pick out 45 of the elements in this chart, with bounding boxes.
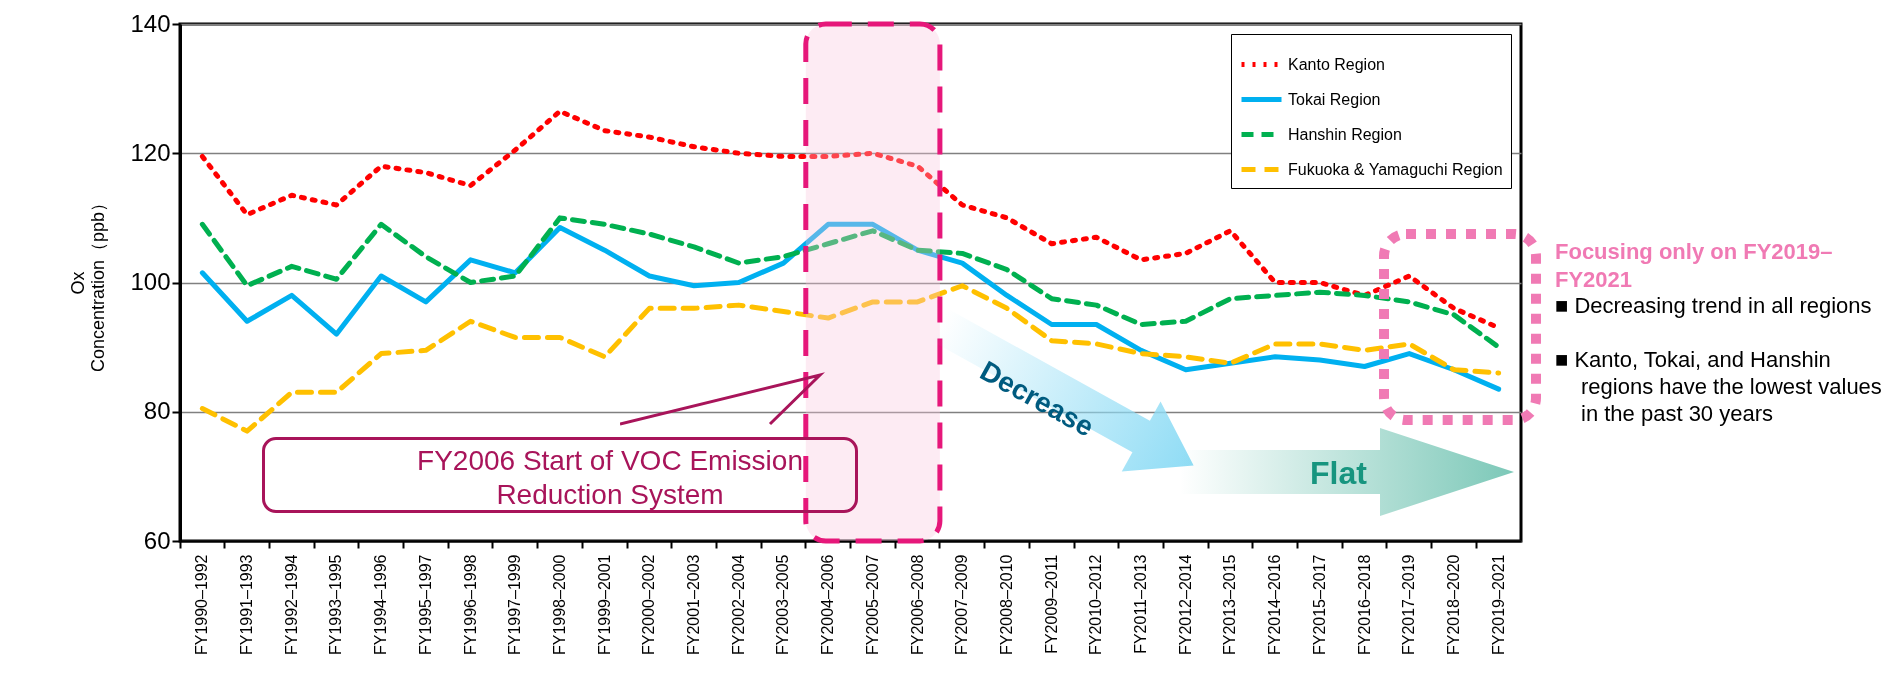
y-tick-label: 120 (130, 138, 171, 166)
x-tick-label: FY2013–2015 (1221, 554, 1239, 656)
x-tick-label: FY2001–2003 (685, 554, 703, 656)
x-tick-label: FY2012–2014 (1176, 554, 1194, 656)
text: ■ Decreasing trend in all regions (1555, 292, 1873, 319)
x-tick-label: FY1992–1994 (282, 554, 300, 656)
x-tick-label: FY2016–2018 (1355, 554, 1373, 656)
x-tick-label: FY2019–2021 (1489, 554, 1507, 656)
x-tick-label: FY1997–1999 (506, 554, 524, 656)
y-tick-label: 80 (143, 397, 171, 425)
x-tick-label: FY2007–2009 (953, 554, 971, 656)
y-tick-label: 140 (130, 9, 171, 37)
x-tick-label: FY2018–2020 (1444, 554, 1462, 656)
x-tick-label: FY2003–2005 (774, 554, 792, 656)
text: Focusing only on FY2019–FY2021 (1555, 238, 1834, 294)
annotation: Flat (1310, 455, 1367, 492)
x-tick-label: FY1996–1998 (461, 554, 479, 656)
x-tick-label: FY2005–2007 (863, 554, 881, 656)
annotation: FY2006 Start of VOC Emission Reduction System (262, 437, 858, 513)
x-tick-label: FY2009–2011 (1042, 554, 1060, 654)
x-tick-label: FY1999–2001 (595, 554, 613, 656)
y-tick-label: 60 (143, 526, 171, 554)
x-tick-label: FY2004–2006 (819, 554, 837, 656)
x-tick-label: FY2017–2019 (1400, 554, 1418, 656)
legend-label: Fukuoka & Yamaguchi Region (1288, 160, 1503, 178)
text: ■ Kanto, Tokai, and Hanshin regions have the lowest values in the past 30 years (1555, 346, 1883, 427)
legend-label: Tokai Region (1288, 90, 1381, 108)
x-tick-label: FY2008–2010 (997, 554, 1015, 656)
legend-label: Kanto Region (1288, 55, 1385, 73)
x-tick-label: FY2002–2004 (729, 554, 747, 656)
x-tick-label: FY1991–1993 (238, 554, 256, 656)
x-tick-label: FY1994–1996 (372, 554, 390, 656)
x-tick-label: FY2006–2008 (908, 554, 926, 656)
legend-label: Hanshin Region (1288, 125, 1402, 143)
x-tick-label: FY2011–2013 (1132, 554, 1150, 654)
y-tick-label: 100 (130, 268, 171, 295)
y-axis-title: Ox Concentration（ppb） (68, 193, 109, 373)
x-tick-label: FY2015–2017 (1310, 554, 1328, 656)
x-tick-label: FY1995–1997 (416, 554, 434, 656)
x-tick-label: FY2000–2002 (640, 554, 658, 656)
x-tick-label: FY1993–1995 (327, 554, 345, 656)
x-tick-label: FY2010–2012 (1087, 554, 1105, 656)
x-tick-label: FY1990–1992 (193, 554, 211, 656)
x-tick-label: FY2014–2016 (1266, 554, 1284, 656)
x-tick-label: FY1998–2000 (550, 554, 568, 656)
